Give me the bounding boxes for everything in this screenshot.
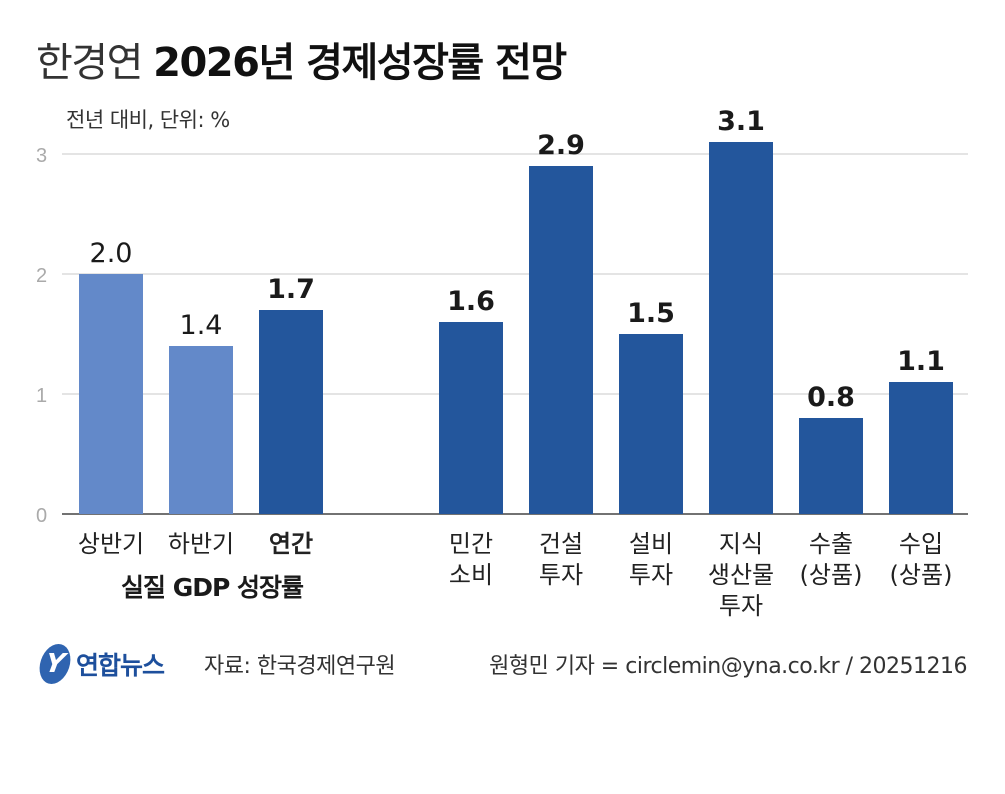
category-label: 투자 bbox=[539, 561, 583, 589]
bar bbox=[79, 274, 143, 514]
credit-note: 원형민 기자 = circlemin@yna.co.kr / 20251216 bbox=[489, 654, 967, 679]
value-labels: 2.0 1.4 1.7 1.6 2.9 1.5 3.1 0.8 1.1 bbox=[90, 106, 945, 413]
bar bbox=[619, 334, 683, 514]
value-label: 1.5 bbox=[627, 298, 675, 329]
y-tick-label: 0 bbox=[36, 505, 47, 527]
y-tick-label: 3 bbox=[36, 145, 47, 167]
chart-title: 한경연 2026년 경제성장률 전망 bbox=[36, 30, 567, 88]
bar bbox=[529, 166, 593, 514]
value-label: 1.1 bbox=[897, 346, 945, 377]
category-label: 건설 bbox=[539, 530, 583, 558]
title-source: 한경연 bbox=[36, 40, 143, 86]
gdp-group-label: 실질 GDP 성장률 bbox=[120, 573, 304, 602]
category-label: 수입 bbox=[899, 530, 943, 558]
yonhap-logo-text: 연합뉴스 bbox=[76, 651, 165, 680]
bar bbox=[889, 382, 953, 514]
value-label: 1.7 bbox=[267, 274, 315, 305]
yonhap-logo: Y 연합뉴스 bbox=[36, 644, 165, 684]
value-label: 0.8 bbox=[807, 382, 855, 413]
y-tick-label: 1 bbox=[36, 385, 47, 407]
value-label: 1.4 bbox=[180, 310, 223, 341]
value-label: 3.1 bbox=[717, 106, 765, 137]
category-label: 투자 bbox=[719, 592, 763, 620]
bar-chart: 0 1 2 3 2.0 1.4 1.7 1.6 2.9 1.5 3.1 0.8 1.1 상반기 하반기 연… bbox=[36, 106, 968, 620]
category-label: 수출 bbox=[809, 530, 853, 558]
category-label: 투자 bbox=[629, 561, 673, 589]
bar bbox=[169, 346, 233, 514]
y-tick-label: 2 bbox=[36, 265, 47, 287]
category-label: 지식 bbox=[719, 530, 763, 558]
category-label: 하반기 bbox=[168, 530, 234, 558]
bars bbox=[79, 142, 953, 514]
category-label: 소비 bbox=[449, 561, 493, 589]
category-label: 생산물 bbox=[708, 561, 774, 589]
category-label: 민간 bbox=[449, 530, 493, 558]
value-label: 2.0 bbox=[90, 238, 133, 269]
bar bbox=[259, 310, 323, 514]
category-label: 상반기 bbox=[78, 530, 144, 558]
bar bbox=[799, 418, 863, 514]
source-note: 자료: 한국경제연구원 bbox=[204, 654, 396, 679]
category-label: (상품) bbox=[800, 561, 863, 589]
yonhap-logo-icon: Y bbox=[36, 644, 74, 684]
value-label: 1.6 bbox=[447, 286, 495, 317]
category-label: 연간 bbox=[269, 530, 313, 558]
value-label: 2.9 bbox=[537, 130, 585, 161]
bar bbox=[709, 142, 773, 514]
title-main: 2026년 경제성장률 전망 bbox=[153, 40, 567, 86]
category-label: (상품) bbox=[890, 561, 953, 589]
bar bbox=[439, 322, 503, 514]
unit-note: 전년 대비, 단위: % bbox=[66, 108, 230, 132]
category-label: 설비 bbox=[629, 530, 673, 558]
